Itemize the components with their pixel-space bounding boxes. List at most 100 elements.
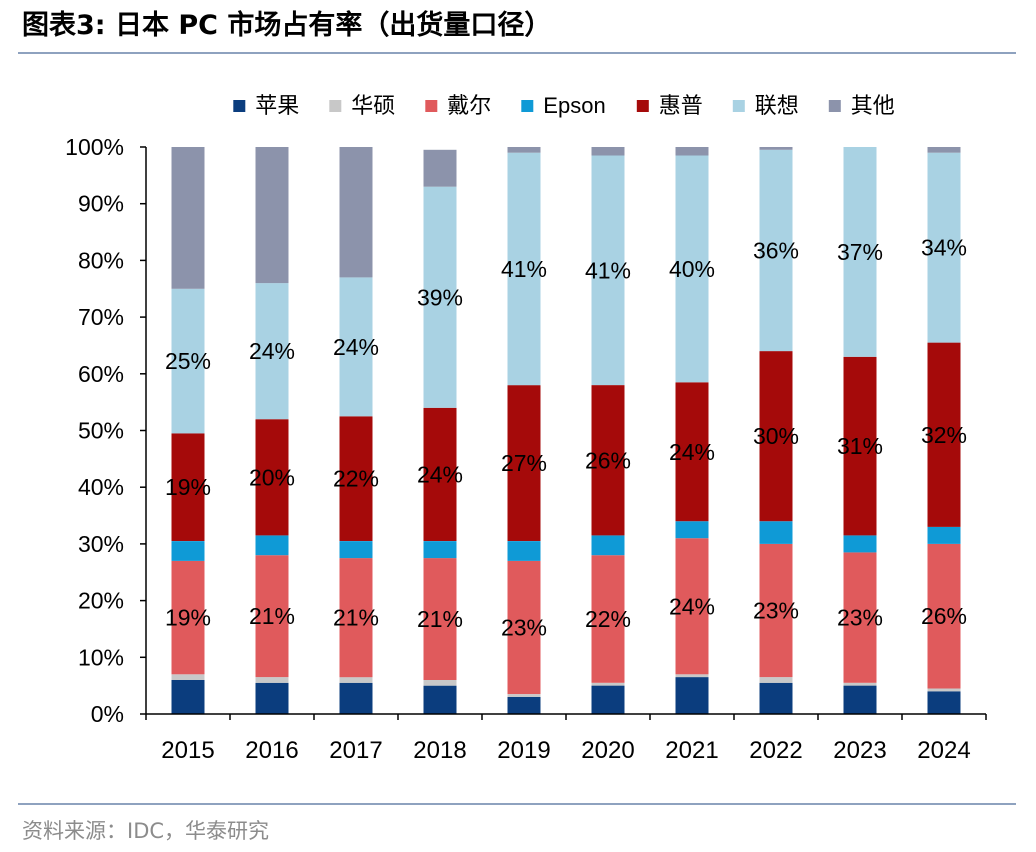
bar-segment-Epson-2022 [759, 521, 793, 544]
bar-segment-戴尔-2022 [759, 543, 793, 678]
data-label-联想-2023: 37% [837, 239, 883, 265]
data-label-戴尔-2015: 19% [165, 605, 211, 631]
legend: 苹果 华硕 戴尔 Epson 惠普 联想 其他 [233, 93, 895, 118]
legend-label-苹果: 苹果 [255, 93, 299, 118]
bar-segment-苹果-2015 [171, 680, 205, 714]
bar-segment-华硕-2024 [927, 688, 961, 692]
bar-segment-苹果-2022 [759, 682, 793, 714]
bar-segment-Epson-2017 [339, 541, 373, 559]
data-label-联想-2018: 39% [417, 284, 463, 310]
y-tick-label: 10% [78, 644, 124, 670]
legend-swatch-Epson [521, 100, 534, 112]
bar-segment-联想-2021 [675, 155, 709, 383]
top-divider [18, 52, 1016, 54]
bar-segment-其他-2020 [591, 147, 625, 156]
bar-segment-联想-2020 [591, 155, 625, 386]
bar-segment-其他-2018 [423, 149, 457, 187]
data-label-戴尔-2021: 24% [669, 593, 715, 619]
data-label-戴尔-2017: 21% [333, 605, 379, 631]
y-tick-label: 0% [91, 701, 124, 727]
bar-segment-其他-2019 [507, 147, 541, 153]
bar-segment-惠普-2015 [171, 433, 205, 541]
bar-segment-华硕-2018 [423, 680, 457, 686]
data-label-戴尔-2020: 22% [585, 606, 631, 632]
bar-segment-惠普-2019 [507, 385, 541, 541]
data-label-惠普-2016: 20% [249, 464, 295, 490]
bar-segment-戴尔-2015 [171, 560, 205, 675]
bar-segment-联想-2017 [339, 277, 373, 417]
data-label-惠普-2023: 31% [837, 433, 883, 459]
bar-segment-苹果-2019 [507, 697, 541, 714]
bar-segment-戴尔-2016 [255, 555, 289, 678]
legend-label-Epson: Epson [543, 93, 605, 118]
bar-segment-惠普-2017 [339, 416, 373, 541]
x-tick-label: 2016 [245, 737, 298, 764]
data-label-联想-2024: 34% [921, 235, 967, 261]
y-tick-label: 30% [78, 531, 124, 557]
bar-segment-苹果-2018 [423, 685, 457, 714]
bar-segment-戴尔-2019 [507, 560, 541, 695]
data-label-联想-2021: 40% [669, 256, 715, 282]
bar-segment-联想-2019 [507, 152, 541, 386]
data-label-联想-2020: 41% [585, 257, 631, 283]
data-label-联想-2017: 24% [333, 334, 379, 360]
legend-swatch-苹果 [233, 100, 246, 112]
data-label-惠普-2020: 26% [585, 447, 631, 473]
bar-segment-华硕-2019 [507, 694, 541, 697]
x-tick-label: 2015 [161, 737, 214, 764]
bar-segment-Epson-2023 [843, 535, 877, 553]
stacked-bar-chart: 苹果 华硕 戴尔 Epson 惠普 联想 其他 19% 19% 25% 21% 20% 24% 21% 2… [65, 93, 987, 764]
bar-segment-惠普-2024 [927, 342, 961, 527]
legend-swatch-联想 [732, 100, 745, 112]
x-tick-label: 2023 [833, 737, 886, 764]
data-label-戴尔-2024: 26% [921, 603, 967, 629]
x-tick-label: 2019 [497, 737, 550, 764]
data-label-惠普-2018: 24% [417, 461, 463, 487]
bar-segment-惠普-2020 [591, 385, 625, 536]
x-tick-label: 2021 [665, 737, 718, 764]
x-tick-label: 2024 [917, 737, 970, 764]
data-label-惠普-2015: 19% [165, 474, 211, 500]
bar-segment-华硕-2016 [255, 677, 289, 683]
bar-segment-戴尔-2024 [927, 543, 961, 689]
bar-segment-惠普-2023 [843, 356, 877, 536]
x-tick-label: 2022 [749, 737, 802, 764]
x-tick-label: 2017 [329, 737, 382, 764]
bar-segment-其他-2015 [171, 147, 205, 289]
source-note: 资料来源：IDC，华泰研究 [22, 819, 270, 843]
data-labels: 19% 19% 25% 21% 20% 24% 21% 22% 24% 21% 24% 39% 23% 2… [165, 235, 967, 641]
x-tick-label: 2020 [581, 737, 634, 764]
y-tick-label: 60% [78, 361, 124, 387]
bar-segment-联想-2023 [843, 147, 877, 357]
bar-segment-戴尔-2023 [843, 552, 877, 683]
bar-segment-Epson-2016 [255, 535, 289, 556]
bar-segment-Epson-2024 [927, 526, 961, 544]
bar-segment-联想-2015 [171, 288, 205, 434]
data-label-联想-2016: 24% [249, 338, 295, 364]
legend-label-其他: 其他 [851, 93, 895, 118]
bar-segment-其他-2017 [339, 147, 373, 278]
bar-segment-华硕-2020 [591, 682, 625, 686]
bar-segment-其他-2022 [759, 147, 793, 150]
bar-segment-其他-2021 [675, 147, 709, 156]
bar-segment-惠普-2018 [423, 407, 457, 541]
data-label-戴尔-2019: 23% [501, 615, 547, 641]
bar-segment-戴尔-2020 [591, 555, 625, 683]
bar-segment-联想-2024 [927, 152, 961, 343]
legend-label-联想: 联想 [755, 93, 799, 118]
bars [171, 147, 961, 714]
bar-segment-华硕-2022 [759, 677, 793, 683]
bar-segment-惠普-2021 [675, 382, 709, 522]
data-label-惠普-2022: 30% [753, 423, 799, 449]
data-label-戴尔-2018: 21% [417, 606, 463, 632]
bar-segment-苹果-2021 [675, 677, 709, 714]
bar-segment-其他-2016 [255, 147, 289, 284]
data-label-惠普-2021: 24% [669, 439, 715, 465]
figure-title: 图表3: 日本 PC 市场占有率（出货量口径） [22, 10, 552, 41]
data-label-惠普-2019: 27% [501, 450, 547, 476]
bar-segment-戴尔-2017 [339, 558, 373, 678]
bar-segment-苹果-2016 [255, 682, 289, 714]
data-label-惠普-2024: 32% [921, 422, 967, 448]
bar-segment-华硕-2021 [675, 674, 709, 678]
legend-swatch-惠普 [636, 100, 649, 112]
